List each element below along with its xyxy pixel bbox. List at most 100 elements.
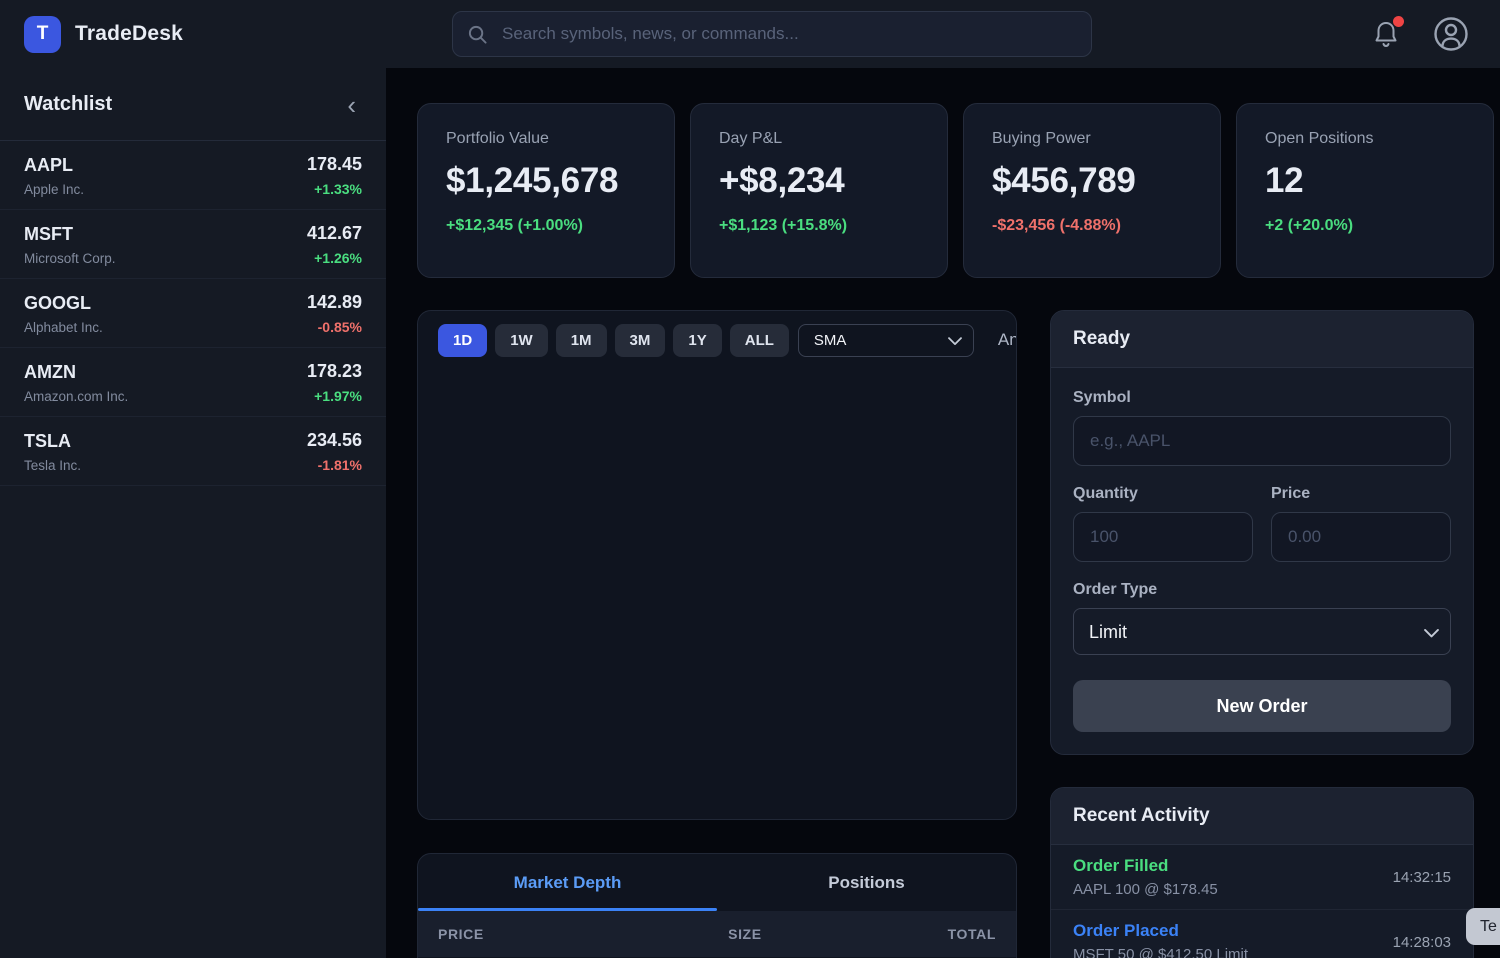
app-logo: T (24, 15, 61, 53)
app-logo-letter: T (36, 23, 49, 44)
recent-activity-title: Recent Activity (1051, 788, 1473, 845)
price-chart[interactable] (418, 357, 1017, 820)
watchlist-item[interactable]: GOOGL Alphabet Inc. 142.89 -0.85% (0, 279, 386, 348)
user-avatar-icon (1434, 17, 1468, 51)
stat-value: +$8,234 (719, 161, 845, 200)
price-field[interactable] (1271, 512, 1451, 562)
new-order-button[interactable]: New Order (1073, 680, 1451, 732)
stat-change: -$23,456 (-4.88%) (992, 217, 1121, 234)
stat-label: Day P&L (719, 130, 783, 147)
global-search[interactable] (452, 11, 1092, 57)
panel-tabs: Market Depth Positions (418, 854, 1016, 911)
stat-change: +$1,123 (+15.8%) (719, 217, 848, 234)
stat-value: 12 (1265, 161, 1304, 200)
timeframe-button[interactable]: 1W (495, 323, 548, 357)
watchlist-price: 234.56 (306, 430, 362, 450)
notification-badge (1393, 16, 1404, 27)
depth-column-header: SIZE (728, 926, 762, 942)
watchlist-change: +1.33% (314, 181, 362, 197)
activity-detail: AAPL 100 @ $178.45 (1073, 881, 1218, 898)
activity-item: Order Filled AAPL 100 @ $178.45 14:32:15 (1051, 845, 1473, 910)
stat-card: Portfolio Value $1,245,678 +$12,345 (+1.… (417, 103, 675, 278)
stat-card: Day P&L +$8,234 +$1,123 (+15.8%) (690, 103, 948, 278)
depth-column-header: PRICE (438, 926, 484, 942)
toast-text: Te (1480, 917, 1497, 935)
watchlist-header: Watchlist ‹ (0, 68, 386, 141)
recent-activity-panel: Recent Activity Order Filled AAPL 100 @ … (1050, 787, 1474, 958)
watchlist-change: -0.85% (317, 319, 362, 335)
topbar-actions (1372, 15, 1470, 53)
watchlist-change: +1.97% (314, 388, 362, 404)
timeframe-button[interactable]: ALL (729, 323, 789, 357)
activity-list: Order Filled AAPL 100 @ $178.45 14:32:15… (1051, 845, 1473, 958)
stat-label: Buying Power (992, 130, 1091, 147)
watchlist-item[interactable]: AMZN Amazon.com Inc. 178.23 +1.97% (0, 348, 386, 417)
quantity-label: Quantity (1073, 485, 1138, 502)
watchlist-title: Watchlist (24, 93, 113, 115)
watchlist-change: +1.26% (314, 250, 362, 266)
price-chart-svg (418, 357, 1017, 820)
watchlist-price: 412.67 (306, 223, 362, 243)
market-depth-panel: Market Depth Positions PRICE SIZE TOTAL (417, 853, 1017, 958)
topbar: T TradeDesk (0, 0, 1500, 68)
watchlist-price: 178.23 (306, 361, 362, 381)
watchlist-symbol: GOOGL (24, 292, 91, 313)
annotations-toggle[interactable]: Anno (997, 330, 1016, 349)
stat-change: +2 (+20.0%) (1265, 217, 1354, 234)
watchlist-company-name: Apple Inc. (24, 181, 85, 197)
timeframe-group: 1D 1W 1M 3M 1Y ALL (438, 323, 789, 357)
order-ticket-panel: Ready Symbol Quantity Price (1050, 310, 1474, 755)
watchlist-symbol: TSLA (24, 430, 71, 451)
order-form: Symbol Quantity Price Order Type (1051, 368, 1473, 754)
panel-tab[interactable]: Positions (717, 854, 1016, 911)
bell-icon (1375, 22, 1397, 48)
watchlist-item[interactable]: TSLA Tesla Inc. 234.56 -1.81% (0, 417, 386, 486)
sidebar-collapse-button[interactable]: ‹ (343, 92, 360, 118)
watchlist-price: 142.89 (306, 292, 362, 312)
panel-tab[interactable]: Market Depth (418, 854, 717, 911)
stat-label: Open Positions (1265, 130, 1374, 147)
search-input[interactable] (500, 23, 1077, 45)
order-type-select[interactable]: Limit (1073, 608, 1451, 655)
notifications-button[interactable] (1372, 16, 1404, 49)
symbol-field[interactable] (1073, 416, 1451, 466)
indicator-select[interactable]: SMA (797, 323, 974, 357)
stat-value: $1,245,678 (446, 161, 619, 200)
timeframe-button[interactable]: 3M (614, 323, 666, 357)
timeframe-button[interactable]: 1D (438, 323, 488, 357)
order-status: Ready (1051, 311, 1473, 368)
watchlist-company-name: Amazon.com Inc. (24, 388, 129, 404)
watchlist-item[interactable]: AAPL Apple Inc. 178.45 +1.33% (0, 141, 386, 210)
watchlist-company-name: Microsoft Corp. (24, 250, 116, 266)
depth-column-header: TOTAL (947, 926, 996, 942)
watchlist: AAPL Apple Inc. 178.45 +1.33% MSFT Micro… (0, 141, 386, 486)
stat-value: $456,789 (992, 161, 1136, 200)
watchlist-symbol: MSFT (24, 223, 73, 244)
watchlist-company-name: Alphabet Inc. (24, 319, 103, 335)
stat-card: Buying Power $456,789 -$23,456 (-4.88%) (963, 103, 1221, 278)
activity-event: Order Placed (1073, 921, 1179, 940)
price-label: Price (1271, 485, 1311, 502)
watchlist-item[interactable]: MSFT Microsoft Corp. 412.67 +1.26% (0, 210, 386, 279)
stat-label: Portfolio Value (446, 130, 549, 147)
main-content: Portfolio Value $1,245,678 +$12,345 (+1.… (417, 68, 1500, 958)
watchlist-symbol: AAPL (24, 154, 73, 175)
stats-row: Portfolio Value $1,245,678 +$12,345 (+1.… (417, 103, 1494, 278)
account-button[interactable] (1432, 15, 1470, 53)
watchlist-price: 178.45 (306, 154, 362, 174)
activity-event: Order Filled (1073, 856, 1169, 875)
activity-detail: MSFT 50 @ $412.50 Limit (1073, 946, 1249, 958)
quantity-field[interactable] (1073, 512, 1253, 562)
depth-table-header: PRICE SIZE TOTAL (418, 911, 1016, 957)
watchlist-sidebar: Watchlist ‹ AAPL Apple Inc. 178.45 +1.33… (0, 68, 386, 958)
app-title: TradeDesk (75, 22, 184, 45)
stat-change: +$12,345 (+1.00%) (446, 217, 583, 234)
timeframe-button[interactable]: 1Y (673, 323, 722, 357)
watchlist-company-name: Tesla Inc. (24, 457, 82, 473)
timeframe-button[interactable]: 1M (555, 323, 607, 357)
order-type-label: Order Type (1073, 581, 1158, 598)
activity-item: Order Placed MSFT 50 @ $412.50 Limit 14:… (1051, 910, 1473, 958)
